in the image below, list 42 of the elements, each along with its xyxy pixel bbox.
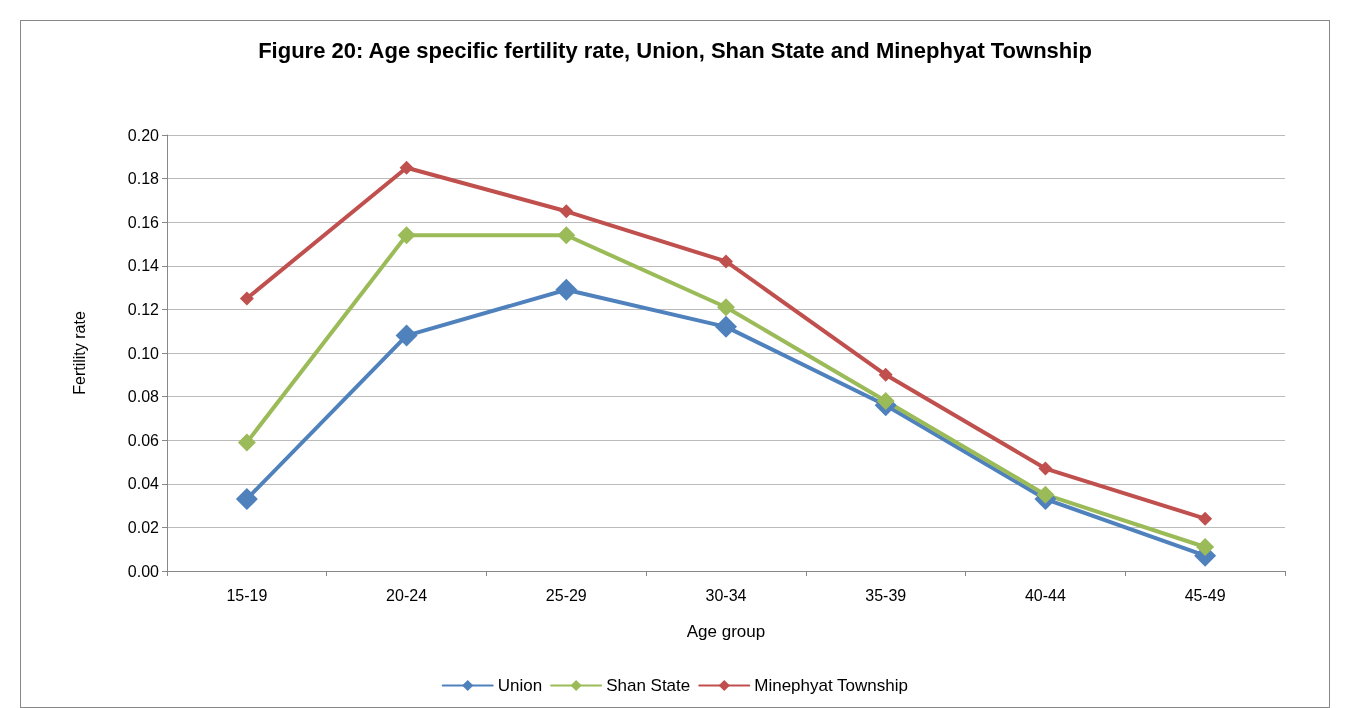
y-tick-label: 0.02 xyxy=(127,518,160,536)
legend-label: Shan State xyxy=(606,676,691,695)
y-tick-label: 0.18 xyxy=(127,170,160,188)
x-axis-title: Age group xyxy=(686,622,766,641)
point xyxy=(557,226,576,245)
x-tick-label: 20-24 xyxy=(386,586,428,604)
legend-label: Union xyxy=(497,676,543,695)
point xyxy=(719,254,733,269)
point xyxy=(239,291,254,306)
point xyxy=(555,278,578,301)
y-tick-label: 0.10 xyxy=(127,344,160,362)
point xyxy=(876,391,895,410)
y-tick-label: 0.08 xyxy=(127,388,160,406)
point xyxy=(717,298,735,317)
point xyxy=(395,324,418,347)
y-tick-label: 0.16 xyxy=(127,213,160,231)
point xyxy=(1196,538,1215,557)
point xyxy=(1198,511,1213,526)
x-tick-label: 25-29 xyxy=(545,586,587,604)
x-tick-label: 40-44 xyxy=(1024,586,1066,604)
x-tick-label: 35-39 xyxy=(865,586,907,604)
y-tick-label: 0.06 xyxy=(127,431,160,449)
point xyxy=(235,488,258,511)
legend-label: Minephyat Township xyxy=(754,676,908,695)
point xyxy=(1038,461,1053,476)
x-tick-label: 45-49 xyxy=(1184,586,1226,604)
x-tick-label: 30-34 xyxy=(705,586,747,604)
y-tick-label: 0.12 xyxy=(127,300,160,318)
y-tick-label: 0.04 xyxy=(127,475,160,493)
point xyxy=(878,367,893,382)
point xyxy=(237,433,256,452)
point xyxy=(1036,485,1055,504)
point xyxy=(715,315,737,338)
y-tick-label: 0.00 xyxy=(127,562,160,580)
y-tick-label: 0.14 xyxy=(127,257,160,275)
point xyxy=(399,160,414,175)
point xyxy=(559,204,574,219)
chart-title: Figure 20: Age specific fertility rate, Union, Shan State and Minephyat Township xyxy=(258,37,1092,63)
x-tick-label: 15-19 xyxy=(226,586,268,604)
y-tick-label: 0.20 xyxy=(127,126,160,144)
point xyxy=(397,226,416,245)
y-axis-title: Fertility rate xyxy=(70,311,88,395)
